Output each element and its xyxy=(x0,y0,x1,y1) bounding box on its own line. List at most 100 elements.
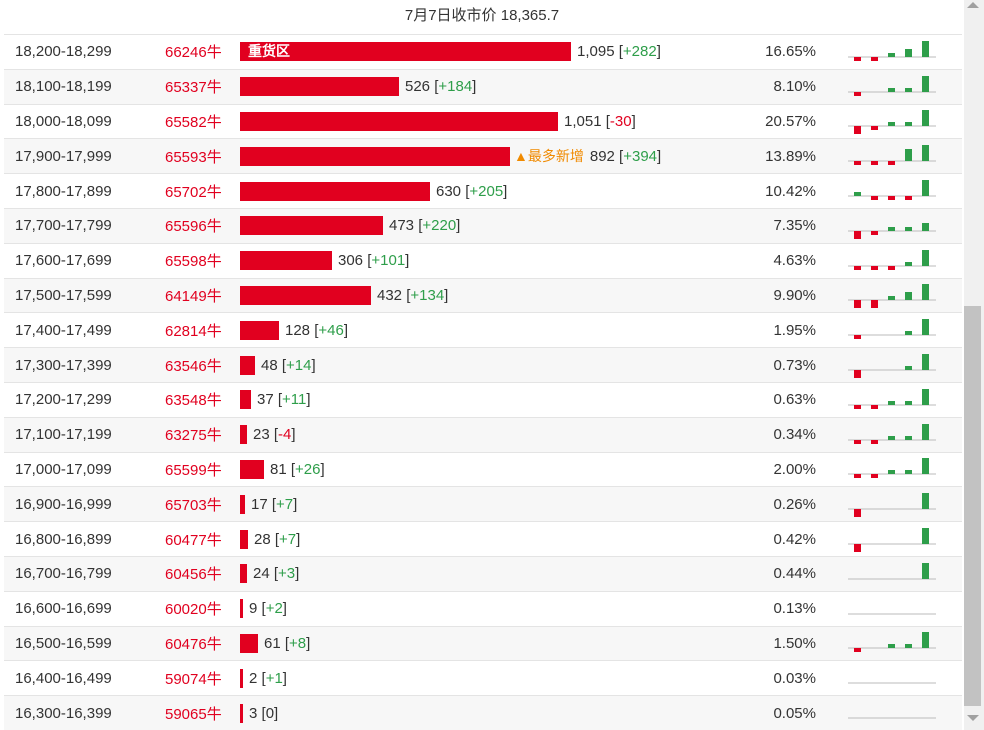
sparkline-bar xyxy=(871,126,878,131)
table-row: 16,900-16,999 65703牛 17 [+7] 0.26% xyxy=(4,486,962,522)
sparkline xyxy=(844,313,936,347)
bull-code-link[interactable]: 65596牛 xyxy=(165,218,222,236)
bar-cell: 17 [+7] xyxy=(240,487,662,521)
bull-code-link[interactable]: 63548牛 xyxy=(165,392,222,410)
bull-code-link[interactable]: 65337牛 xyxy=(165,79,222,97)
sparkline xyxy=(844,139,936,173)
volume-change: -30 xyxy=(609,112,632,130)
sparkline-bar xyxy=(888,435,895,440)
volume-change: +1 xyxy=(265,669,283,687)
volume-bar xyxy=(240,285,371,305)
bull-code-link[interactable]: 59074牛 xyxy=(165,670,222,688)
volume-bar xyxy=(240,111,558,131)
scrollbar-thumb[interactable] xyxy=(964,306,981,706)
volume-value: 128 [+46] xyxy=(285,321,348,339)
bull-code-link[interactable]: 65599牛 xyxy=(165,461,222,479)
sparkline xyxy=(844,418,936,452)
bull-code-link[interactable]: 60477牛 xyxy=(165,531,222,549)
volume-change: -4 xyxy=(278,426,292,444)
volume-number: 1,095 xyxy=(577,43,615,61)
sparkline-bar xyxy=(854,509,861,518)
sparkline-chart xyxy=(848,423,936,444)
bull-code-link[interactable]: 66246牛 xyxy=(165,44,222,62)
sparkline-bar xyxy=(905,435,912,440)
bull-code-link[interactable]: 60020牛 xyxy=(165,601,222,619)
volume-bar xyxy=(240,425,247,445)
bull-code-link[interactable]: 60456牛 xyxy=(165,566,222,584)
sparkline-bar xyxy=(888,161,895,166)
volume-value: 37 [+11] xyxy=(257,391,311,409)
percentage: 0.26% xyxy=(773,495,816,513)
sparkline xyxy=(844,105,936,139)
volume-bar: 重货区 xyxy=(240,42,571,62)
sparkline-bar xyxy=(922,632,929,649)
bull-code-link[interactable]: 60476牛 xyxy=(165,635,222,653)
sparkline xyxy=(844,244,936,278)
volume-value: 3 [0] xyxy=(249,704,279,722)
table-row: 16,500-16,599 60476牛 61 [+8] 1.50% xyxy=(4,625,962,661)
bull-code-link[interactable]: 65593牛 xyxy=(165,148,222,166)
bull-code-link[interactable]: 63275牛 xyxy=(165,427,222,445)
percentage: 10.42% xyxy=(765,182,816,200)
bull-code-link[interactable]: 64149牛 xyxy=(165,287,222,305)
sparkline-bar xyxy=(854,404,861,409)
sparkline-bar xyxy=(854,192,861,197)
bar-cell: 3 [0] xyxy=(240,696,662,730)
table-row: 16,400-16,499 59074牛 2 [+1] 0.03% xyxy=(4,660,962,695)
sparkline xyxy=(844,453,936,487)
volume-number: 473 xyxy=(389,217,415,235)
sparkline-bar xyxy=(922,145,929,162)
volume-change: 0 xyxy=(265,704,275,722)
sparkline-bar xyxy=(922,40,929,57)
volume-number: 2 xyxy=(249,669,258,687)
volume-value: 892 [+394] xyxy=(589,147,662,165)
volume-change: +134 xyxy=(410,286,445,304)
sparkline-chart xyxy=(848,682,936,684)
sparkline-bar xyxy=(854,335,861,340)
bar-cell: 306 [+101] xyxy=(240,244,662,278)
volume-change: +220 xyxy=(422,217,457,235)
volume-number: 24 xyxy=(253,565,270,583)
volume-bar xyxy=(240,251,332,271)
volume-number: 432 xyxy=(377,286,403,304)
table-row: 17,500-17,599 64149牛 432 [+134] 9.90% xyxy=(4,277,962,313)
volume-bar xyxy=(240,529,248,549)
scroll-up-icon[interactable] xyxy=(967,2,979,8)
bull-code-link[interactable]: 65582牛 xyxy=(165,113,222,131)
sparkline-chart xyxy=(848,562,936,580)
bar-cell: 24 [+3] xyxy=(240,557,662,591)
volume-bar xyxy=(240,320,279,340)
price-range: 16,800-16,899 xyxy=(15,530,112,548)
volume-number: 3 xyxy=(249,704,258,722)
bull-code-link[interactable]: 62814牛 xyxy=(165,322,222,340)
volume-value: 2 [+1] xyxy=(249,669,287,687)
percentage: 0.05% xyxy=(773,704,816,722)
table-row: 17,400-17,499 62814牛 128 [+46] 1.95% xyxy=(4,312,962,347)
scroll-down-icon[interactable] xyxy=(967,715,979,721)
sparkline-bar xyxy=(922,319,929,336)
heavy-zone-label: 重货区 xyxy=(248,43,290,60)
volume-value: 23 [-4] xyxy=(253,426,296,444)
sparkline-bar xyxy=(854,230,861,239)
volume-bar xyxy=(240,668,243,688)
bar-cell: 81 [+26] xyxy=(240,453,662,487)
bar-cell: 48 [+14] xyxy=(240,348,662,382)
bar-cell: 23 [-4] xyxy=(240,418,662,452)
volume-bar xyxy=(240,390,251,410)
table-row: 17,900-17,999 65593牛 ▲最多新增 892 [+394] 13.89% xyxy=(4,138,962,174)
volume-value: 17 [+7] xyxy=(251,495,298,513)
sparkline-bar xyxy=(922,110,929,127)
bull-code-link[interactable]: 65702牛 xyxy=(165,183,222,201)
volume-number: 17 xyxy=(251,495,268,513)
volume-number: 9 xyxy=(249,600,258,618)
table-row: 17,700-17,799 65596牛 473 [+220] 7.35% xyxy=(4,207,962,243)
sparkline-bar xyxy=(854,265,861,270)
bull-code-link[interactable]: 65598牛 xyxy=(165,253,222,271)
bar-cell: 重货区 1,095 [+282] xyxy=(240,35,662,69)
bull-code-link[interactable]: 59065牛 xyxy=(165,705,222,723)
sparkline xyxy=(844,627,936,661)
bull-code-link[interactable]: 65703牛 xyxy=(165,496,222,514)
table-row: 18,200-18,299 66246牛 重货区 1,095 [+282] 16.65% xyxy=(4,34,962,69)
bull-code-link[interactable]: 63546牛 xyxy=(165,357,222,375)
volume-number: 892 xyxy=(589,147,615,165)
